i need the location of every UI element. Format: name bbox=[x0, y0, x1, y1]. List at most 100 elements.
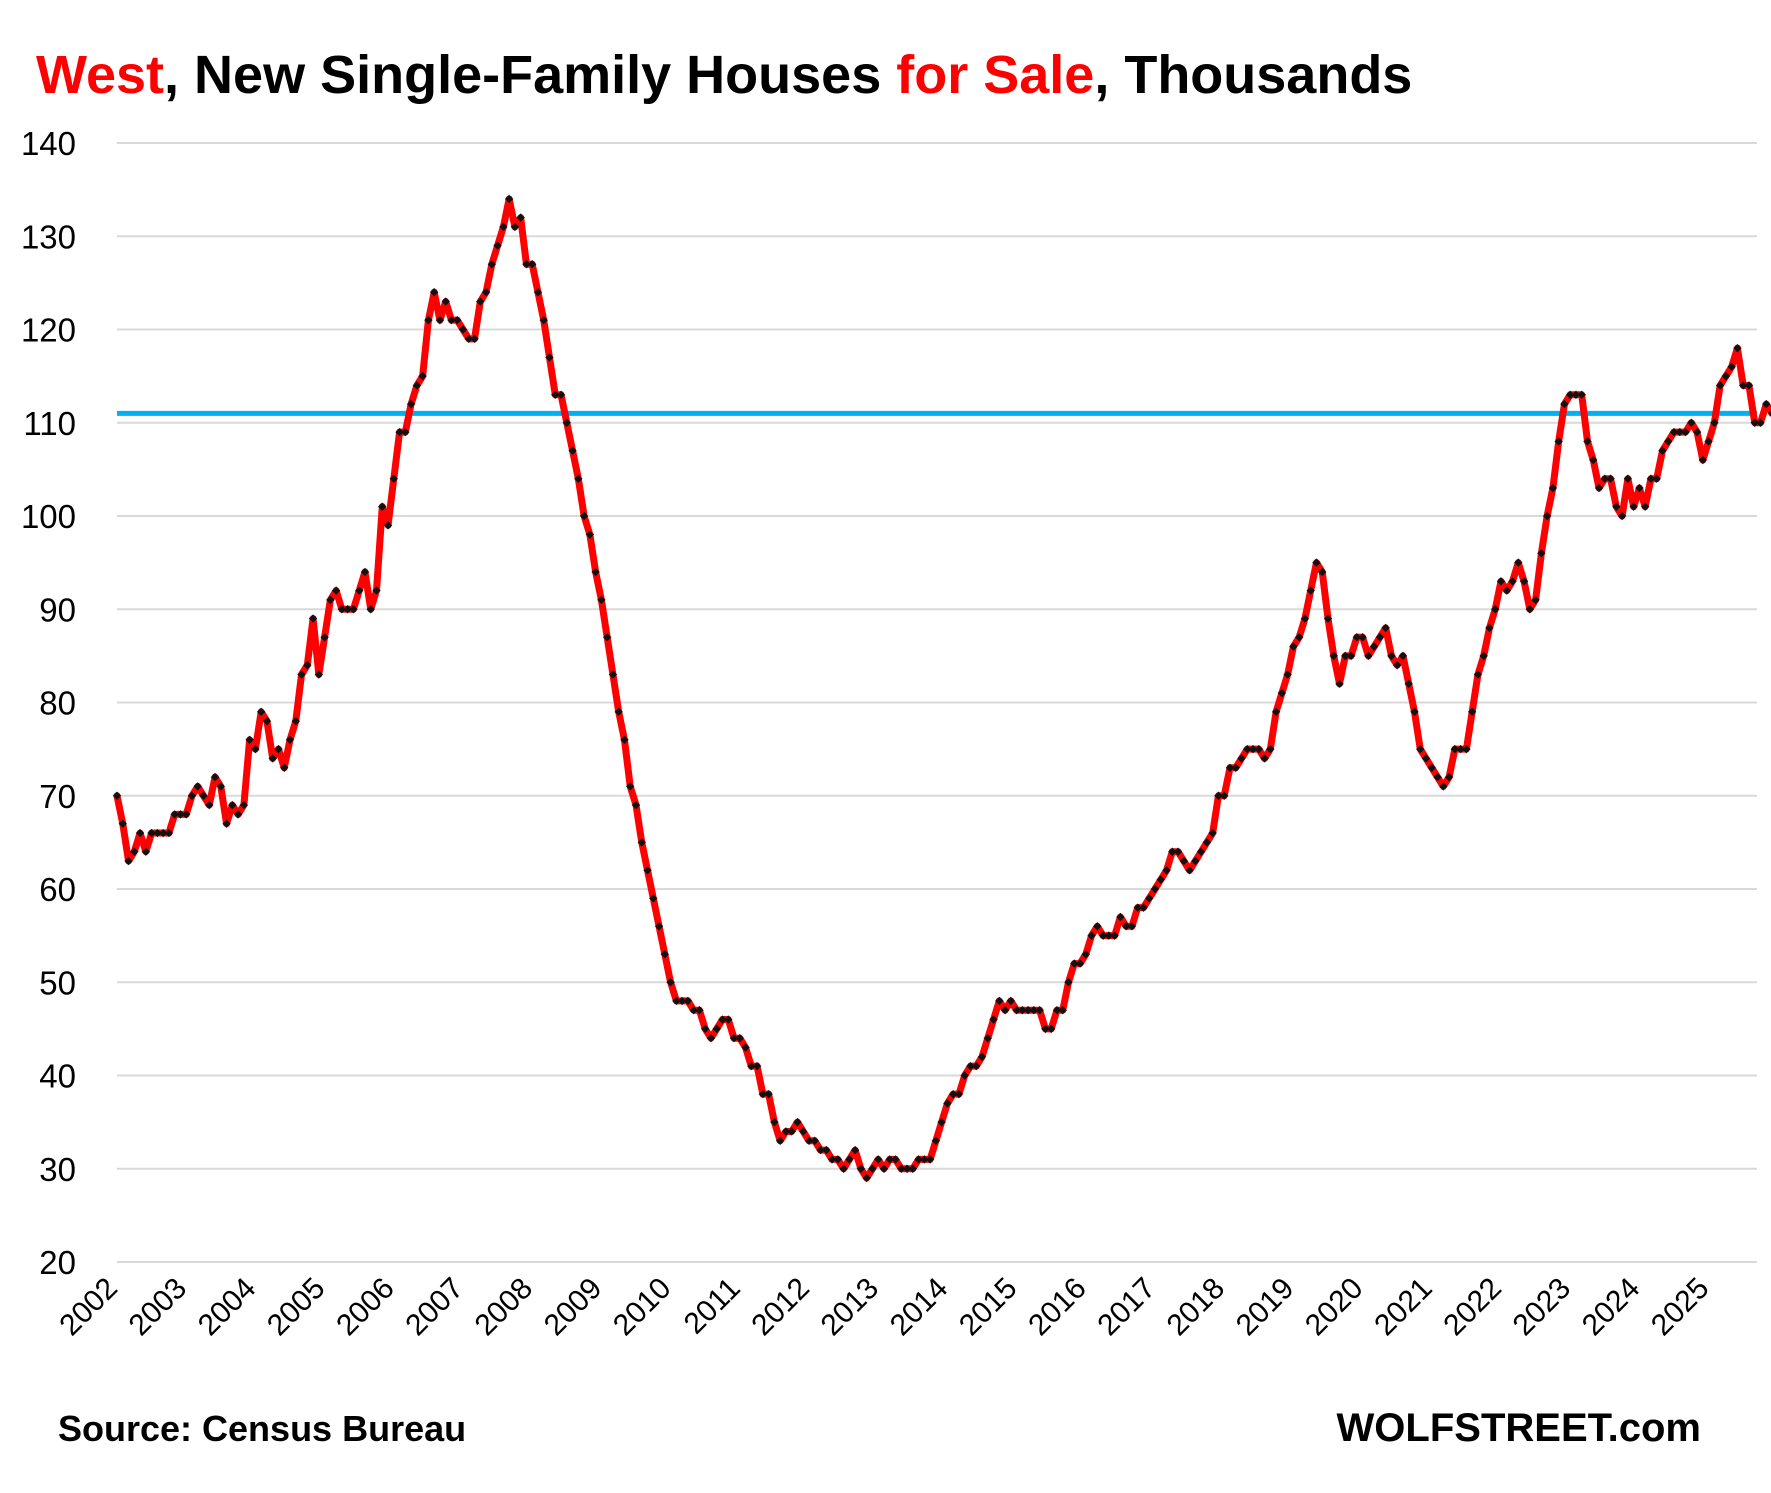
data-point bbox=[499, 222, 508, 232]
data-point bbox=[1231, 763, 1240, 772]
data-point bbox=[972, 1061, 981, 1071]
data-point bbox=[1762, 399, 1771, 409]
data-point bbox=[1652, 474, 1661, 483]
data-point bbox=[256, 707, 266, 717]
y-tick-label: 130 bbox=[21, 218, 76, 255]
data-point bbox=[879, 1164, 889, 1173]
data-point bbox=[1127, 922, 1137, 931]
data-point bbox=[1710, 418, 1719, 427]
data-point bbox=[562, 418, 571, 427]
data-point bbox=[1467, 707, 1477, 717]
data-point bbox=[1531, 595, 1540, 605]
data-point bbox=[706, 1034, 716, 1043]
x-tick-label: 2024 bbox=[1576, 1272, 1647, 1343]
data-point bbox=[1635, 483, 1644, 493]
data-point bbox=[464, 334, 473, 344]
data-point bbox=[954, 1089, 964, 1099]
data-point bbox=[280, 763, 289, 772]
data-point bbox=[1352, 633, 1362, 642]
title-for-sale: for Sale bbox=[896, 45, 1095, 105]
data-point bbox=[1404, 679, 1413, 689]
data-point bbox=[574, 474, 583, 483]
data-point bbox=[1156, 875, 1165, 884]
data-point bbox=[453, 315, 462, 325]
series-line bbox=[113, 195, 1771, 1182]
x-tick-label: 2004 bbox=[192, 1272, 263, 1343]
data-point bbox=[568, 446, 577, 455]
data-point bbox=[1318, 567, 1327, 577]
data-point bbox=[1237, 754, 1246, 763]
data-point bbox=[989, 1015, 998, 1024]
x-tick-label: 2008 bbox=[469, 1272, 540, 1343]
data-point bbox=[1047, 1024, 1056, 1034]
data-point bbox=[389, 474, 398, 483]
data-point bbox=[216, 782, 225, 791]
data-point bbox=[1439, 782, 1448, 791]
data-point bbox=[510, 222, 520, 232]
data-point bbox=[1594, 483, 1604, 493]
x-tick-label: 2023 bbox=[1507, 1272, 1578, 1343]
data-point bbox=[1612, 502, 1621, 511]
x-tick-label: 2019 bbox=[1230, 1272, 1301, 1343]
data-point bbox=[914, 1155, 923, 1164]
x-tick-label: 2025 bbox=[1645, 1272, 1716, 1343]
data-point bbox=[1098, 931, 1108, 940]
x-tick-label: 2006 bbox=[330, 1272, 401, 1343]
data-point bbox=[810, 1136, 819, 1145]
data-point bbox=[868, 1164, 877, 1173]
data-point bbox=[1312, 558, 1321, 567]
data-point bbox=[395, 427, 404, 437]
data-point bbox=[470, 334, 479, 344]
data-point bbox=[649, 894, 658, 903]
data-point bbox=[1260, 754, 1269, 763]
data-point bbox=[262, 716, 272, 726]
data-point bbox=[1427, 763, 1436, 772]
data-point bbox=[1150, 884, 1160, 894]
y-tick-label: 90 bbox=[39, 591, 76, 628]
data-point bbox=[677, 996, 687, 1006]
x-tick-label: 2020 bbox=[1299, 1272, 1370, 1343]
data-point bbox=[1110, 931, 1119, 940]
data-point bbox=[758, 1089, 768, 1099]
x-tick-label: 2005 bbox=[261, 1272, 332, 1343]
x-tick-label: 2003 bbox=[123, 1272, 194, 1343]
data-point bbox=[164, 828, 174, 838]
data-point bbox=[1168, 847, 1177, 856]
data-point bbox=[660, 950, 670, 959]
data-point bbox=[187, 791, 197, 800]
data-point bbox=[1323, 614, 1333, 623]
x-tick-label: 2011 bbox=[678, 1272, 747, 1341]
data-point bbox=[1502, 586, 1511, 595]
data-point bbox=[1012, 1006, 1021, 1015]
data-point bbox=[1554, 437, 1563, 446]
data-point bbox=[383, 521, 393, 530]
data-point bbox=[741, 1043, 750, 1052]
data-point bbox=[1271, 707, 1281, 717]
data-point bbox=[337, 605, 347, 614]
data-point bbox=[1416, 744, 1425, 754]
data-point bbox=[1537, 549, 1546, 558]
data-point bbox=[1289, 642, 1298, 651]
data-point bbox=[591, 567, 600, 577]
data-point bbox=[643, 866, 652, 875]
data-point bbox=[995, 996, 1004, 1006]
data-point bbox=[1629, 502, 1638, 511]
data-point bbox=[1087, 931, 1096, 940]
data-point bbox=[1560, 399, 1569, 409]
data-point bbox=[1692, 427, 1702, 437]
data-point bbox=[626, 782, 635, 791]
data-point bbox=[1669, 427, 1679, 437]
y-tick-label: 140 bbox=[21, 125, 76, 162]
data-point bbox=[1254, 744, 1263, 754]
data-point bbox=[285, 735, 295, 744]
data-point bbox=[966, 1061, 975, 1071]
data-point bbox=[1058, 1006, 1067, 1015]
data-point bbox=[233, 810, 243, 819]
data-point bbox=[429, 288, 439, 297]
data-point bbox=[1600, 474, 1609, 483]
data-point bbox=[1075, 959, 1085, 968]
data-point bbox=[856, 1164, 866, 1173]
data-point bbox=[585, 530, 595, 539]
data-point bbox=[153, 828, 162, 838]
data-point bbox=[874, 1155, 883, 1164]
